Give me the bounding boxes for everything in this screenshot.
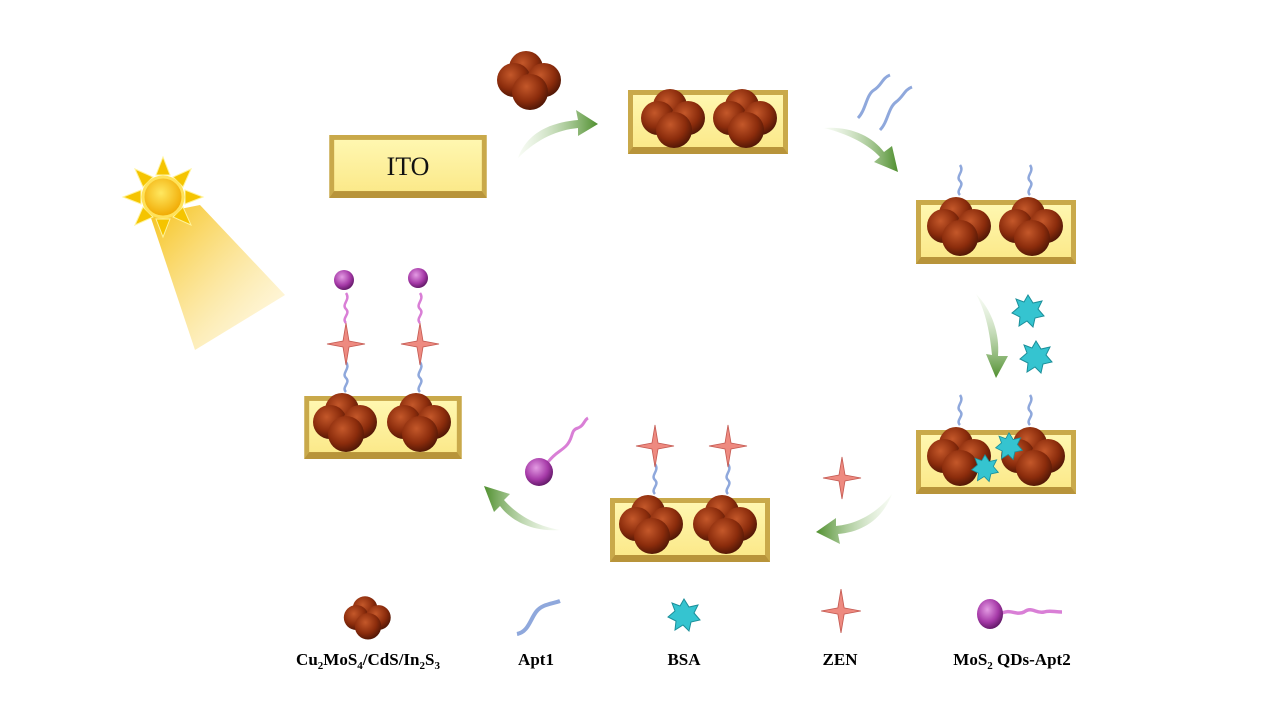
legend: Cu2MoS4/CdS/In2S3 Apt1 BSA ZEN MoS2 QDs-…	[296, 588, 1071, 672]
electrode-final	[304, 268, 462, 459]
electrode-apt1	[916, 163, 1076, 264]
zen-star-icon	[820, 588, 862, 634]
legend-label: BSA	[667, 650, 701, 669]
arrow-icon	[816, 494, 892, 544]
apt1-strands	[856, 73, 913, 132]
bsa-star-icon	[667, 598, 701, 632]
bsa-star-icon	[1019, 340, 1053, 374]
ito-electrode: ITO	[329, 135, 487, 198]
legend-label: Apt1	[518, 650, 554, 669]
arrow-icon	[976, 294, 1008, 378]
apt1-strand-icon	[516, 599, 561, 636]
electrode-zen	[610, 424, 770, 562]
arrow-icon	[518, 110, 598, 158]
ito-label: ITO	[387, 152, 430, 181]
arrow-icon	[484, 486, 560, 531]
electrode-modified	[628, 89, 788, 154]
legend-label: Cu2MoS4/CdS/In2S3	[296, 650, 440, 672]
legend-item-apt1: Apt1	[516, 599, 561, 669]
sun-icon	[121, 155, 285, 350]
legend-label: MoS2 QDs-Apt2	[953, 650, 1070, 672]
bsa-star-icon	[1011, 294, 1045, 328]
legend-label: ZEN	[823, 650, 859, 669]
electrode-bsa	[916, 393, 1076, 494]
mos2-qd-icon	[977, 599, 1003, 629]
arrow-icon	[824, 127, 898, 172]
legend-item-bsa: BSA	[667, 598, 701, 669]
legend-item-mos2: MoS2 QDs-Apt2	[953, 599, 1071, 672]
legend-item-cluster: Cu2MoS4/CdS/In2S3	[296, 596, 440, 672]
legend-item-zen: ZEN	[820, 588, 862, 669]
mos2-qd-icon	[525, 416, 589, 486]
zen-star-icon	[822, 456, 862, 500]
cluster-icon	[497, 51, 561, 110]
